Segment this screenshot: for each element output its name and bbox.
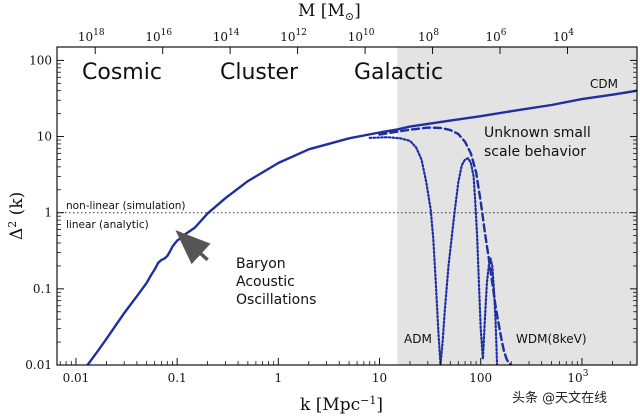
y-tick-label: 10: [37, 130, 52, 144]
top-tick-label: 1018: [78, 28, 105, 44]
y-tick-label: 0.1: [33, 282, 52, 296]
top-tick-label: 1010: [348, 28, 375, 44]
unknown-behavior-line1: Unknown small: [484, 125, 591, 141]
top-tick-label: 104: [553, 28, 574, 44]
unknown-behavior-line2: scale behavior: [484, 144, 586, 160]
bao-label-line1: Baryon: [236, 256, 286, 272]
top-axis-title: M [M⊙]: [298, 1, 361, 23]
region-label-cluster: Cluster: [220, 60, 299, 85]
y-tick-label: 0.01: [25, 358, 52, 372]
series-label-wdm: WDM(8keV): [516, 332, 587, 346]
y-tick-label: 100: [29, 53, 52, 67]
x-tick-label: 0.1: [168, 371, 187, 385]
y-tick-label: 1: [44, 206, 52, 220]
series-line-adm: [368, 136, 499, 365]
series-line-wdm-8kev: [378, 126, 513, 365]
shaded-region: [397, 47, 637, 365]
linear-label: linear (analytic): [66, 219, 149, 231]
x-tick-label: 100: [469, 371, 492, 385]
x-tick-label: 10: [372, 371, 387, 385]
plot-frame: [56, 46, 638, 366]
x-axis-title: k [Mpc−1]: [300, 394, 383, 415]
top-tick-label: 1014: [213, 28, 240, 44]
top-tick-label: 108: [418, 28, 439, 44]
top-tick-label: 1016: [145, 28, 172, 44]
watermark: 头条 @天文在线: [512, 390, 607, 406]
region-label-cosmic: Cosmic: [82, 60, 162, 85]
bao-arrow: [175, 230, 211, 265]
y-axis-title: Δ2 (k): [6, 192, 27, 240]
x-tick-label: 103: [567, 369, 588, 385]
x-tick-label: 1: [275, 371, 283, 385]
series-label-cdm: CDM: [590, 77, 618, 91]
x-tick-label: 0.01: [63, 371, 90, 385]
series-label-adm: ADM: [404, 332, 432, 346]
bao-label-line3: Oscillations: [236, 292, 316, 308]
region-label-galactic: Galactic: [354, 60, 443, 85]
top-tick-label: 1012: [280, 28, 307, 44]
bao-label-line2: Acoustic: [236, 274, 295, 290]
nonlinear-label: non-linear (simulation): [66, 200, 186, 212]
top-tick-label: 106: [485, 28, 506, 44]
